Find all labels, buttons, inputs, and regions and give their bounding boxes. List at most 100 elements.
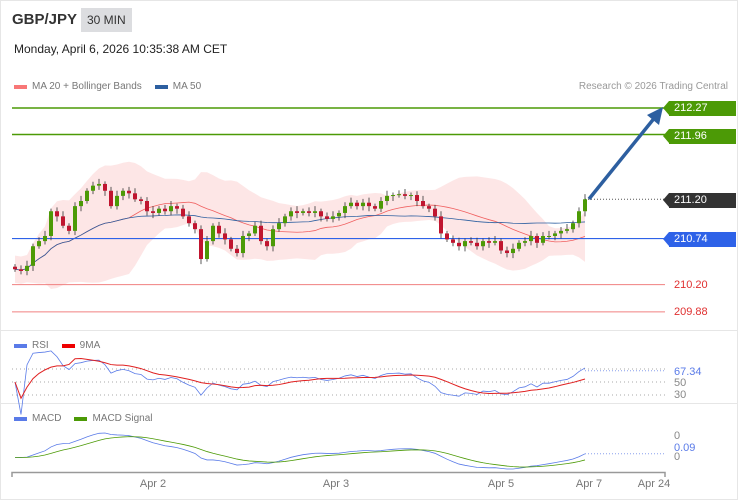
x-tick-label: Apr 3 xyxy=(322,478,350,490)
candle xyxy=(301,211,305,213)
candle xyxy=(427,206,431,209)
candle xyxy=(451,239,455,243)
candle xyxy=(403,194,407,196)
rsi-level-30: 30 xyxy=(674,389,687,401)
candle xyxy=(457,242,461,247)
candle xyxy=(409,195,413,197)
candle xyxy=(127,190,131,194)
legend-macd-signal-label: MACD Signal xyxy=(92,413,153,424)
level-r1: 211.96 xyxy=(663,129,736,144)
candle xyxy=(379,201,383,209)
candle xyxy=(223,233,227,240)
candle xyxy=(55,211,59,217)
rsi-value: 67.34 xyxy=(674,366,702,378)
candle xyxy=(511,248,515,254)
candle xyxy=(217,225,221,234)
candle xyxy=(103,183,107,191)
ma50-swatch-icon xyxy=(154,84,168,89)
candle xyxy=(31,246,35,266)
candle xyxy=(439,216,443,234)
instrument-title: GBP/JPY xyxy=(12,11,78,28)
candle xyxy=(553,233,557,236)
candle xyxy=(49,211,53,236)
x-tick-label: Apr 24 xyxy=(637,478,671,490)
candle xyxy=(499,241,503,251)
forecast-arrow xyxy=(587,114,658,201)
rsi-swatch-icon xyxy=(14,343,27,348)
level-last-price: 211.20 xyxy=(663,193,736,208)
candle xyxy=(397,194,401,196)
x-axis xyxy=(11,471,666,477)
timestamp: Monday, April 6, 2026 10:35:38 AM CET xyxy=(14,42,228,56)
macd-top-label: 0 xyxy=(674,430,681,442)
bollinger-band xyxy=(15,161,585,289)
timeframe-button[interactable]: 30 MIN xyxy=(81,8,132,32)
candle xyxy=(193,223,197,230)
candle xyxy=(235,248,239,254)
candle xyxy=(253,225,257,234)
candle xyxy=(265,241,269,247)
rsi-line xyxy=(14,350,586,415)
candle xyxy=(505,250,509,254)
candle xyxy=(13,266,17,270)
candle xyxy=(115,195,119,207)
candle xyxy=(283,216,287,224)
candle xyxy=(535,235,539,243)
candle xyxy=(445,233,449,240)
candle xyxy=(493,241,497,243)
candle xyxy=(355,202,359,207)
legend-rsi-label: RSI xyxy=(32,340,49,351)
macd-value: 0.09 xyxy=(674,442,696,454)
candle xyxy=(571,223,575,230)
candle xyxy=(529,235,533,242)
candle xyxy=(139,199,143,202)
candle xyxy=(373,206,377,209)
candle xyxy=(121,190,125,196)
candle xyxy=(367,202,371,207)
candle xyxy=(151,211,155,213)
macd-signal-line xyxy=(14,436,586,468)
x-tick-label: Apr 5 xyxy=(487,478,515,490)
candle xyxy=(337,212,341,217)
legend-main: MA 20 + Bollinger Bands MA 50 xyxy=(14,81,201,92)
candle xyxy=(523,241,527,243)
forecast-arrow-head-icon xyxy=(647,107,663,125)
level-s2: 209.88 xyxy=(674,306,708,318)
candle xyxy=(577,211,581,224)
macd-bottom-label: 0 xyxy=(674,451,681,463)
candle xyxy=(109,190,113,207)
candle xyxy=(463,241,467,247)
candle xyxy=(175,206,179,209)
candle xyxy=(481,241,485,247)
x-tick-label: Apr 7 xyxy=(575,478,603,490)
ma20-swatch-icon xyxy=(14,84,27,89)
level-s1: 210.20 xyxy=(674,279,708,291)
candle xyxy=(475,242,479,247)
level-r2: 212.27 xyxy=(663,101,736,116)
candle xyxy=(247,233,251,236)
legend-macd: MACD MACD Signal xyxy=(14,413,152,424)
macd-swatch-icon xyxy=(14,416,27,421)
candle xyxy=(289,211,293,217)
candle xyxy=(79,201,83,207)
candle xyxy=(385,195,389,202)
candle xyxy=(97,183,101,186)
macd-line xyxy=(14,432,586,470)
candle xyxy=(205,241,209,260)
candle xyxy=(199,229,203,260)
candle xyxy=(187,216,191,224)
candle xyxy=(61,216,65,226)
x-tick-label: Apr 2 xyxy=(139,478,167,490)
rsi-level-50: 50 xyxy=(674,377,687,389)
candle xyxy=(181,208,185,217)
candle xyxy=(67,225,71,231)
legend-rsi-ma-label: 9MA xyxy=(79,340,101,351)
macd-signal-swatch-icon xyxy=(74,416,88,421)
candle xyxy=(487,241,491,243)
candle xyxy=(277,223,281,230)
candle xyxy=(391,195,395,197)
candle xyxy=(421,201,425,207)
candle xyxy=(259,225,263,242)
candle xyxy=(85,190,89,202)
